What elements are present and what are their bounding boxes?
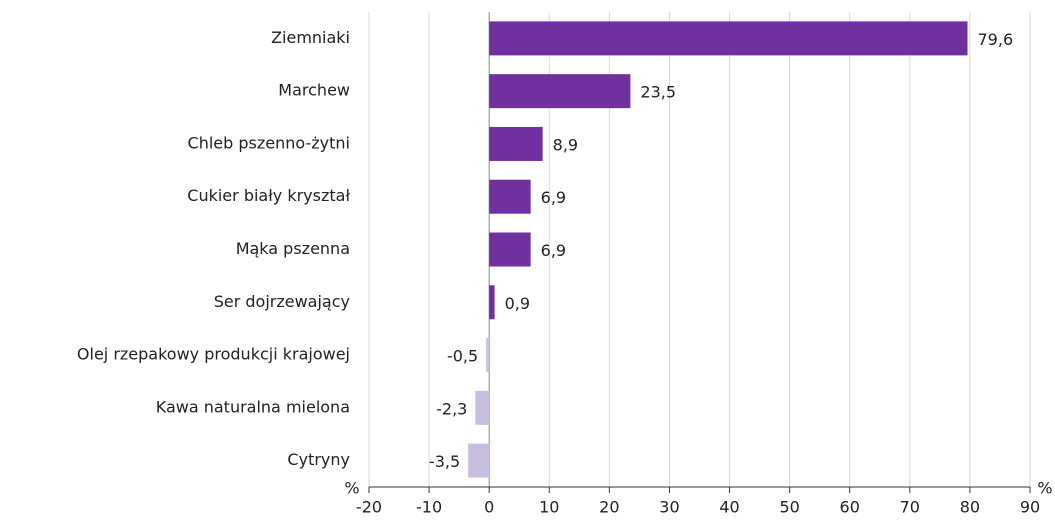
y-tick-label: Marchew [278,81,350,100]
y-tick-label: Kawa naturalna mielona [156,397,350,416]
bar [489,232,531,267]
x-tick-label: 20 [599,498,619,517]
x-tick-label: 70 [900,498,920,517]
bar [489,21,968,56]
x-tick-label: 30 [659,498,679,517]
value-label: -3,5 [429,452,460,471]
y-tick-label: Cytryny [287,450,350,469]
y-tick-label: Mąka pszenna [236,239,350,258]
bar [489,74,631,109]
value-label: 0,9 [505,294,530,313]
value-label: 8,9 [553,135,578,154]
x-tick-label: 10 [539,498,559,517]
bar [489,285,495,320]
y-tick-label: Ziemniaki [271,28,350,47]
value-label: -2,3 [436,399,467,418]
value-label: 6,9 [541,188,566,207]
value-label: 23,5 [640,83,676,102]
x-tick-label: -10 [416,498,442,517]
x-unit-left: % [344,479,359,498]
x-tick-label: 40 [719,498,739,517]
x-tick-label: -20 [356,498,382,517]
x-tick-label: 60 [840,498,860,517]
value-label: -0,5 [447,347,478,366]
bar [468,443,490,478]
y-tick-label: Chleb pszenno-żytni [188,133,350,152]
y-tick-label: Ser dojrzewający [214,292,350,311]
x-tick-label: 90 [1020,498,1040,517]
y-tick-label: Cukier biały kryształ [187,186,350,205]
x-tick-label: 80 [960,498,980,517]
value-label: 79,6 [978,30,1014,49]
x-tick-label: 0 [484,498,494,517]
x-tick-label: 50 [779,498,799,517]
bar [489,179,531,214]
bar [489,126,543,161]
value-label: 6,9 [541,241,566,260]
x-unit-right: % [1037,479,1052,498]
bar [486,338,490,373]
bar [475,390,490,425]
y-tick-label: Olej rzepakowy produkcji krajowej [77,345,350,364]
